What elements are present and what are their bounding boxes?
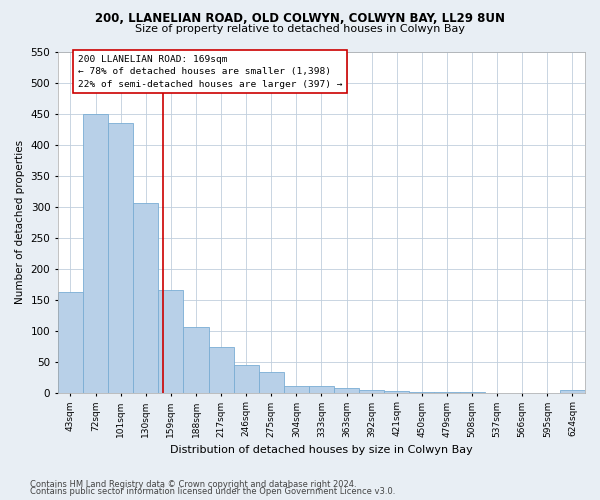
Bar <box>133 203 158 392</box>
Text: 200, LLANELIAN ROAD, OLD COLWYN, COLWYN BAY, LL29 8UN: 200, LLANELIAN ROAD, OLD COLWYN, COLWYN … <box>95 12 505 26</box>
Bar <box>184 327 209 392</box>
Bar <box>560 390 585 392</box>
Bar <box>83 114 108 392</box>
Bar <box>359 390 384 392</box>
Text: 200 LLANELIAN ROAD: 169sqm
← 78% of detached houses are smaller (1,398)
22% of s: 200 LLANELIAN ROAD: 169sqm ← 78% of deta… <box>77 54 342 88</box>
Bar <box>334 388 359 392</box>
Bar <box>209 348 233 393</box>
Text: Contains HM Land Registry data © Crown copyright and database right 2024.: Contains HM Land Registry data © Crown c… <box>30 480 356 489</box>
Text: Contains public sector information licensed under the Open Government Licence v3: Contains public sector information licen… <box>30 488 395 496</box>
Bar <box>108 123 133 392</box>
Bar <box>233 366 259 392</box>
Bar <box>158 290 184 392</box>
Bar <box>58 292 83 392</box>
Bar <box>284 386 309 392</box>
Text: Size of property relative to detached houses in Colwyn Bay: Size of property relative to detached ho… <box>135 24 465 34</box>
Bar <box>259 372 284 392</box>
Bar <box>309 386 334 392</box>
Y-axis label: Number of detached properties: Number of detached properties <box>15 140 25 304</box>
X-axis label: Distribution of detached houses by size in Colwyn Bay: Distribution of detached houses by size … <box>170 445 473 455</box>
